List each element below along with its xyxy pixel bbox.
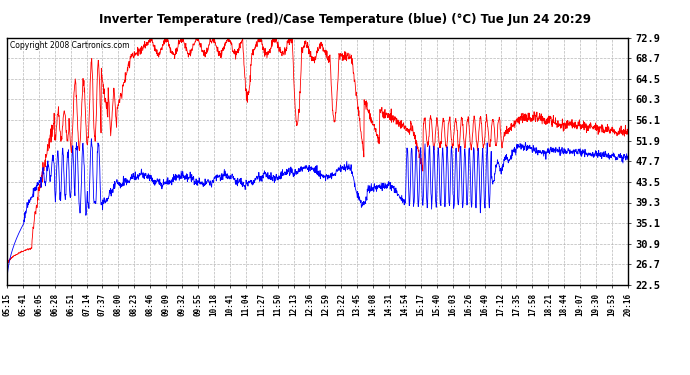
Text: Inverter Temperature (red)/Case Temperature (blue) (°C) Tue Jun 24 20:29: Inverter Temperature (red)/Case Temperat… (99, 13, 591, 26)
Text: Copyright 2008 Cartronics.com: Copyright 2008 Cartronics.com (10, 41, 130, 50)
